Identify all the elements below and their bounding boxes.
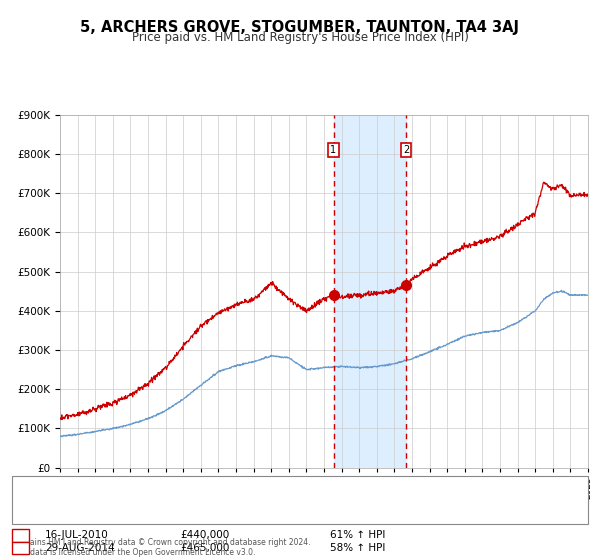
Text: 1: 1	[17, 530, 23, 540]
Text: £465,000: £465,000	[180, 543, 229, 553]
Text: 29-AUG-2014: 29-AUG-2014	[45, 543, 115, 553]
Text: 2: 2	[403, 145, 409, 155]
Text: 5, ARCHERS GROVE, STOGUMBER, TAUNTON, TA4 3AJ: 5, ARCHERS GROVE, STOGUMBER, TAUNTON, TA…	[80, 20, 520, 35]
Text: 16-JUL-2010: 16-JUL-2010	[45, 530, 109, 540]
Text: £440,000: £440,000	[180, 530, 229, 540]
Text: 5, ARCHERS GROVE, STOGUMBER, TAUNTON, TA4 3AJ (detached house): 5, ARCHERS GROVE, STOGUMBER, TAUNTON, TA…	[60, 478, 410, 488]
Text: 1: 1	[331, 145, 337, 155]
Text: 58% ↑ HPI: 58% ↑ HPI	[330, 543, 385, 553]
Text: Contains HM Land Registry data © Crown copyright and database right 2024.
This d: Contains HM Land Registry data © Crown c…	[12, 538, 311, 557]
Text: Price paid vs. HM Land Registry's House Price Index (HPI): Price paid vs. HM Land Registry's House …	[131, 31, 469, 44]
Text: 61% ↑ HPI: 61% ↑ HPI	[330, 530, 385, 540]
Text: 2: 2	[17, 543, 23, 553]
Text: HPI: Average price, detached house, Somerset: HPI: Average price, detached house, Some…	[60, 489, 287, 499]
Bar	[334, 115, 406, 468]
